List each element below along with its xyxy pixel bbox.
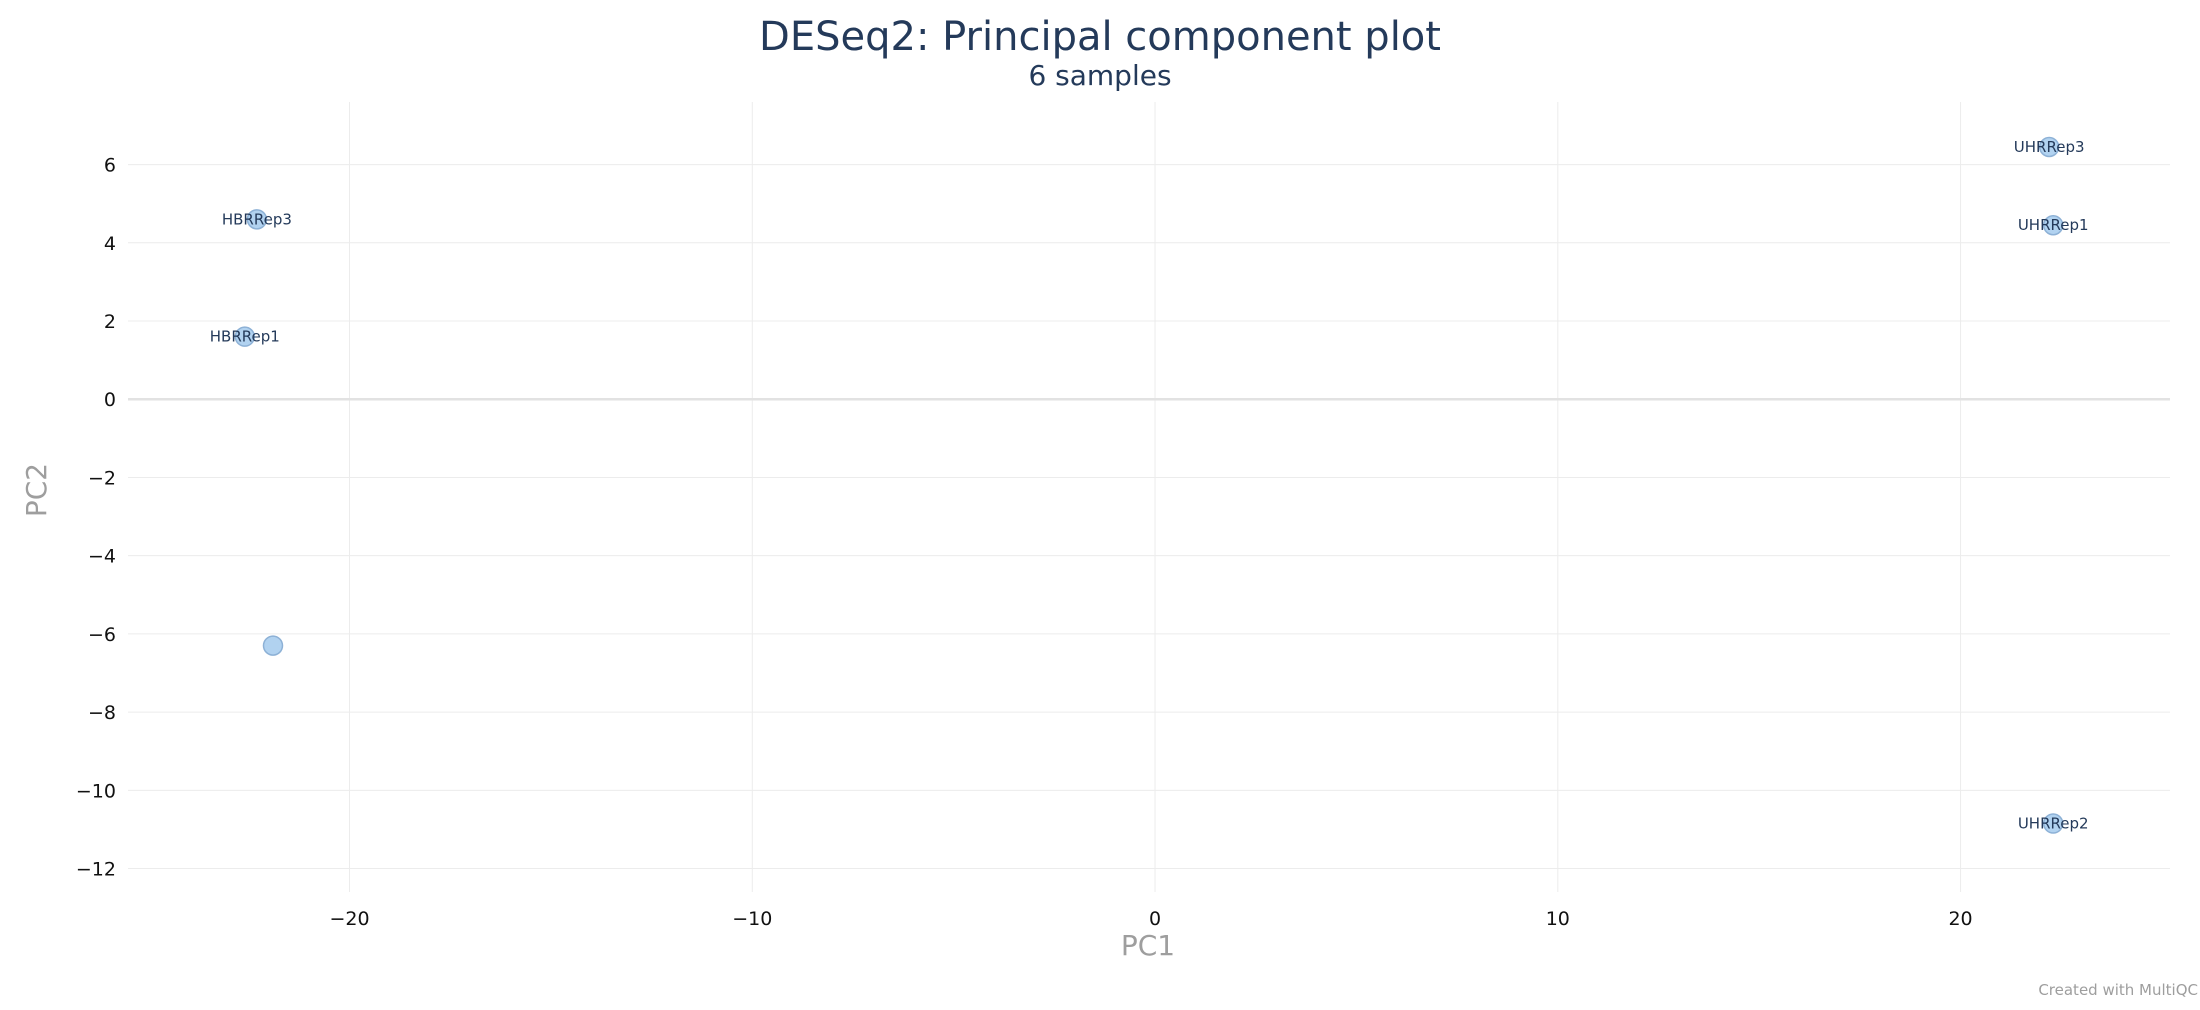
data-points: UHRRep3 HBRRep3 UHRRep1 HBRRep1 UHRRep2 [210,136,2089,834]
point-label: UHRRep2 [2018,815,2089,833]
y-tick-label: 4 [104,233,116,255]
x-tick-label: −10 [732,908,772,930]
x-tick-label: −20 [329,908,369,930]
y-tick-label: 2 [104,311,116,333]
created-with-multiqc-credit: Created with MultiQC [2038,981,2198,999]
chart-subtitle: 6 samples [1028,59,1171,92]
data-point[interactable] [2042,813,2064,834]
point-label: HBRRep3 [222,210,292,228]
grid-lines [128,102,2170,892]
y-tick-label: −10 [76,780,116,802]
data-point[interactable] [2038,136,2060,158]
y-axis-ticks: 6 4 2 0 −2 −4 −6 −8 −10 −12 [76,155,116,881]
y-tick-label: −8 [88,702,116,724]
point-label: UHRRep1 [2018,216,2089,234]
data-point[interactable] [2042,214,2064,236]
y-tick-label: −2 [88,467,116,489]
y-tick-label: −4 [88,546,116,568]
point-label: HBRRep1 [210,328,280,346]
y-tick-label: −12 [76,859,116,881]
y-axis-title: PC2 [20,463,53,517]
x-axis-ticks: −20 −10 0 10 20 [329,908,1972,930]
point-label: UHRRep3 [2014,138,2085,156]
y-tick-label: −6 [88,624,116,646]
y-tick-label: 6 [104,155,116,177]
data-point[interactable] [234,326,256,347]
x-tick-label: 0 [1149,908,1161,930]
x-tick-label: 10 [1546,908,1570,930]
data-point[interactable] [262,635,284,656]
x-axis-title: PC1 [1121,929,1175,962]
y-tick-label: 0 [104,389,116,411]
data-point[interactable] [246,209,268,230]
chart-title: DESeq2: Principal component plot [759,14,1441,60]
x-tick-label: 20 [1948,908,1972,930]
